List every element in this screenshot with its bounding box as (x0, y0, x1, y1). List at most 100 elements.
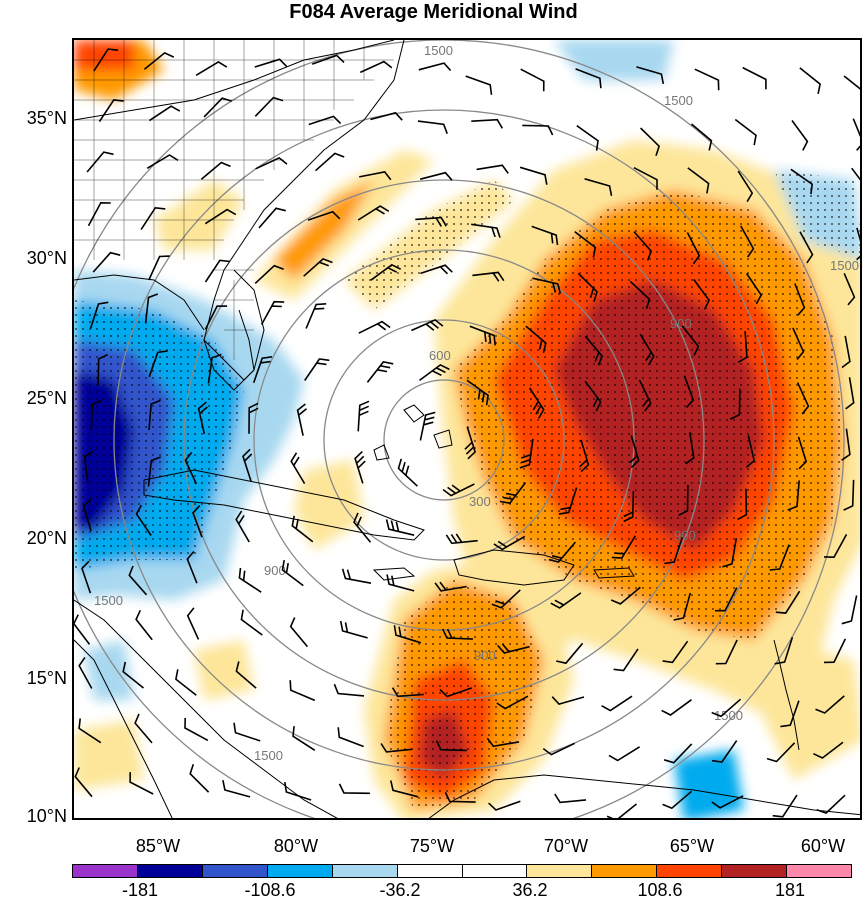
wind-barb (610, 586, 641, 605)
wind-barb (290, 452, 306, 485)
colorbar-swatch (787, 865, 852, 877)
wind-barb (601, 695, 633, 712)
wind-barb (148, 350, 168, 378)
wind-barb (792, 327, 805, 361)
wind-barb (774, 637, 794, 665)
colorbar-swatch (397, 865, 463, 877)
wind-barb (314, 152, 345, 172)
wind-barb (357, 400, 370, 432)
lon-label-80w: 80°W (273, 836, 319, 856)
wind-barb (722, 538, 738, 568)
wind-barb (391, 687, 424, 698)
wind-barb (258, 207, 286, 229)
wind-barb (195, 60, 228, 76)
wind-barb (577, 273, 598, 302)
wind-barb (843, 75, 860, 90)
wind-barb (522, 124, 554, 136)
wind-barb (289, 617, 309, 648)
wind-barb (184, 717, 209, 742)
wind-barb (192, 504, 203, 538)
wind-barb (841, 335, 851, 369)
wind-barb (135, 504, 152, 536)
ring-labels: 1500 1500 1500 900 600 300 900 900 1500 … (94, 43, 859, 763)
wind-barb (148, 255, 170, 281)
wind-barb (255, 156, 288, 170)
wind-barb (359, 60, 393, 74)
lat-label-20n: 20°N (26, 528, 67, 548)
wind-barb (254, 96, 284, 117)
wind-barb (740, 225, 755, 258)
wind-barb (411, 318, 444, 332)
wind-barb (333, 683, 365, 697)
lon-label-65w: 65°W (669, 836, 715, 856)
wind-barb (574, 230, 597, 258)
wind-barb (357, 205, 390, 221)
wind-barb (207, 353, 222, 384)
ring-label: 300 (469, 494, 491, 509)
wind-barb (148, 399, 161, 431)
ring-label: 900 (674, 528, 696, 543)
wind-barb (78, 656, 93, 689)
wind-barb (338, 783, 370, 795)
wind-barb (135, 609, 153, 641)
wind-barb (491, 589, 521, 609)
wind-barb (128, 565, 148, 596)
wind-barb (353, 512, 372, 543)
wind-barb (745, 435, 756, 468)
wind-barb (222, 780, 251, 798)
wind-barb (686, 232, 701, 265)
range-rings (74, 40, 845, 818)
wind-barb (520, 68, 545, 92)
wind-barb (790, 168, 814, 195)
wind-barb (74, 767, 93, 798)
colorbar-label: -181 (121, 880, 159, 900)
wind-barb (197, 401, 208, 435)
wind-barb (554, 793, 587, 804)
wind-barb (493, 535, 526, 551)
wind-barb (711, 698, 742, 718)
colorbar (72, 864, 852, 878)
wind-barb (843, 272, 856, 306)
wind-barb (775, 590, 801, 614)
ring-label: 900 (264, 563, 286, 578)
wind-barb (445, 533, 478, 545)
wind-barb (797, 436, 808, 470)
wind-barb (74, 614, 91, 645)
ring-label: 900 (670, 316, 692, 331)
wind-barb (519, 166, 548, 185)
ring-label: 1500 (714, 708, 743, 723)
wind-barb (466, 379, 489, 406)
wind-barb (584, 178, 613, 196)
lon-label-60w: 60°W (800, 836, 846, 856)
wind-barb (662, 790, 693, 810)
wind-barb (711, 740, 738, 763)
wind-barb (359, 171, 392, 181)
wind-barb (144, 293, 159, 324)
wind-barb (623, 491, 635, 523)
wind-barb (640, 127, 661, 157)
wind-barb (296, 403, 308, 436)
lon-label-85w: 85°W (135, 836, 181, 856)
wind-barb (465, 75, 493, 95)
wind-barb (78, 718, 102, 744)
wind-barb (341, 568, 372, 584)
wind-barb (531, 225, 559, 246)
wind-barb (551, 696, 585, 706)
wind-barb (486, 737, 520, 748)
wind-barb (358, 320, 391, 334)
wind-barb (238, 567, 262, 593)
wind-barb (497, 643, 530, 654)
wind-barb (380, 743, 413, 753)
wind-barb (550, 592, 582, 609)
wind-barb (661, 699, 692, 716)
wind-barb (415, 216, 447, 227)
wind-barb (629, 435, 640, 468)
wind-barb (308, 115, 342, 126)
wind-barb (742, 66, 767, 90)
wind-barb (823, 638, 847, 664)
wind-barb (435, 740, 467, 752)
wind-barb (93, 48, 119, 72)
wind-barb (305, 303, 327, 329)
wind-barb (629, 280, 651, 309)
wind-barb (97, 353, 109, 385)
